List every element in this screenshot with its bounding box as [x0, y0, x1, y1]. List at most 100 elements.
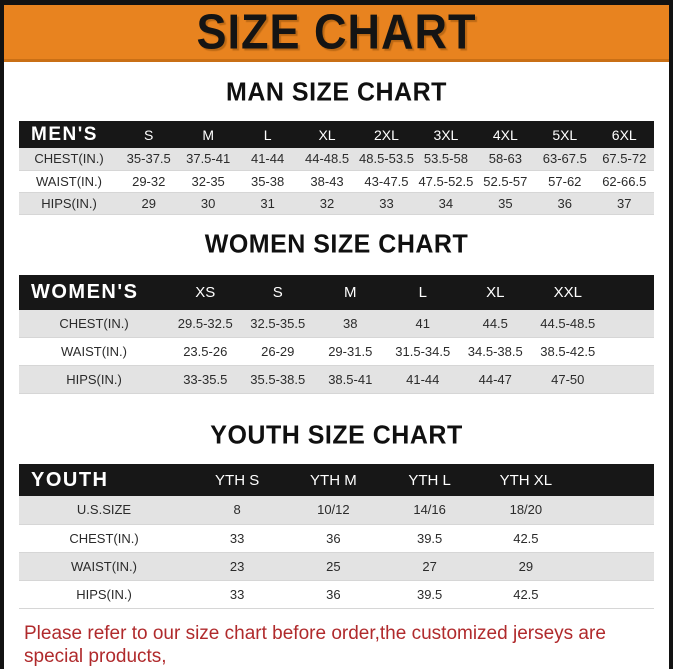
column-header: M	[314, 274, 387, 310]
table-header-row: MEN'S S M L XL 2XL 3XL 4XL 5XL 6XL	[19, 121, 654, 148]
value-cell: 33-35.5	[169, 365, 242, 394]
value-cell: 34.5-38.5	[459, 337, 532, 366]
column-header: XL	[459, 274, 532, 310]
table-row: WAIST(IN.) 23.5-26 26-29 29-31.5 31.5-34.5 34…	[19, 337, 654, 366]
value-cell: 32.5-35.5	[241, 309, 314, 338]
value-cell: 31.5-34.5	[386, 337, 459, 366]
value-cell: 31	[237, 192, 298, 215]
column-header: YTH S	[189, 464, 286, 496]
section-title-women: WOMEN SIZE CHART	[204, 228, 469, 259]
value-cell: 27	[381, 552, 478, 581]
table-row: HIPS(IN.) 33-35.5 35.5-38.5 38.5-41 41-44 44-…	[19, 365, 654, 394]
table-header-row: WOMEN'S XS S M L XL XXL	[19, 274, 654, 310]
row-label: U.S.SIZE	[19, 496, 189, 525]
column-header	[574, 464, 654, 496]
value-cell: 53.5-58	[416, 148, 476, 171]
value-cell: 36	[285, 580, 382, 609]
value-cell: 32	[297, 192, 357, 215]
value-cell	[604, 365, 654, 394]
value-cell: 33	[356, 192, 417, 215]
table-row: HIPS(IN.) 33 36 39.5 42.5	[19, 580, 654, 609]
section-title-youth: YOUTH SIZE CHART	[210, 420, 463, 450]
table-header-row: YOUTH YTH S YTH M YTH L YTH XL	[19, 464, 654, 496]
table-row: HIPS(IN.) 29 30 31 32 33 34 35 36 37	[19, 192, 654, 215]
value-cell: 44-48.5	[297, 148, 357, 171]
value-cell: 37.5-41	[178, 148, 238, 171]
value-cell: 37	[594, 192, 654, 215]
value-cell: 43-47.5	[356, 170, 417, 193]
table-row: CHEST(IN.) 35-37.5 37.5-41 41-44 44-48.5 48.5…	[19, 148, 654, 171]
value-cell: 33	[189, 580, 286, 609]
value-cell: 36	[535, 192, 595, 215]
value-cell: 58-63	[475, 148, 536, 171]
table-row: WAIST(IN.) 23 25 27 29	[19, 552, 654, 581]
value-cell: 47.5-52.5	[416, 170, 476, 193]
column-header: YTH L	[381, 464, 478, 496]
value-cell: 34	[416, 192, 476, 215]
value-cell: 57-62	[535, 170, 595, 193]
value-cell: 14/16	[381, 496, 478, 525]
footer-line-1: Please refer to our size chart before or…	[24, 622, 606, 667]
section-man: MAN SIZE CHART MEN'S S M L XL 2XL 3XL 4XL 5XL 6XL…	[4, 77, 669, 215]
men-size-table: MEN'S S M L XL 2XL 3XL 4XL 5XL 6XL CHEST(IN.) 35-37…	[19, 121, 654, 215]
banner: SIZE CHART	[4, 5, 669, 62]
value-cell: 39.5	[381, 580, 478, 609]
row-label: HIPS(IN.)	[19, 192, 119, 215]
value-cell: 41-44	[237, 148, 298, 171]
value-cell: 30	[178, 192, 238, 215]
value-cell: 35.5-38.5	[241, 365, 314, 394]
column-header: YTH M	[285, 464, 382, 496]
value-cell: 44.5	[459, 309, 532, 338]
column-header: S	[241, 274, 314, 310]
value-cell: 10/12	[285, 496, 382, 525]
value-cell: 38.5-41	[314, 365, 387, 394]
value-cell: 33	[189, 524, 286, 553]
column-header: XXL	[531, 274, 604, 310]
value-cell	[574, 580, 654, 609]
value-cell: 41	[386, 309, 459, 338]
value-cell: 41-44	[386, 365, 459, 394]
column-header: 2XL	[356, 121, 417, 148]
section-women: WOMEN SIZE CHART WOMEN'S XS S M L XL XXL CHEST(…	[4, 228, 669, 394]
value-cell	[604, 337, 654, 366]
table-row: CHEST(IN.) 33 36 39.5 42.5	[19, 524, 654, 553]
column-header: YTH XL	[477, 464, 574, 496]
value-cell: 42.5	[477, 524, 574, 553]
value-cell: 44.5-48.5	[531, 309, 604, 338]
row-label: HIPS(IN.)	[19, 365, 169, 394]
row-label: CHEST(IN.)	[19, 148, 119, 171]
value-cell	[574, 552, 654, 581]
value-cell	[604, 309, 654, 338]
value-cell: 48.5-53.5	[356, 148, 417, 171]
column-header: 5XL	[535, 121, 595, 148]
youth-size-table: YOUTH YTH S YTH M YTH L YTH XL U.S.SIZE 8 10/12…	[19, 464, 654, 609]
value-cell: 42.5	[477, 580, 574, 609]
table-row: U.S.SIZE 8 10/12 14/16 18/20	[19, 496, 654, 525]
column-header: 4XL	[475, 121, 536, 148]
footer-note: Please refer to our size chart before or…	[4, 622, 669, 669]
value-cell: 29-32	[119, 170, 179, 193]
value-cell: 36	[285, 524, 382, 553]
value-cell: 47-50	[531, 365, 604, 394]
value-cell	[574, 496, 654, 525]
page-title: SIZE CHART	[196, 3, 477, 60]
column-header: S	[119, 121, 179, 148]
value-cell: 35	[475, 192, 536, 215]
value-cell: 44-47	[459, 365, 532, 394]
value-cell: 35-38	[237, 170, 298, 193]
row-label: CHEST(IN.)	[19, 524, 189, 553]
value-cell	[574, 524, 654, 553]
column-header: L	[386, 274, 459, 310]
value-cell: 29-31.5	[314, 337, 387, 366]
column-header: 6XL	[594, 121, 654, 148]
value-cell: 23	[189, 552, 286, 581]
table-title-cell: MEN'S	[19, 121, 119, 148]
value-cell: 38	[314, 309, 387, 338]
row-label: WAIST(IN.)	[19, 170, 119, 193]
table-title-cell: YOUTH	[19, 464, 189, 496]
column-header	[604, 274, 654, 310]
section-youth: YOUTH SIZE CHART YOUTH YTH S YTH M YTH L YTH…	[4, 420, 669, 609]
value-cell: 52.5-57	[475, 170, 536, 193]
table-title-cell: WOMEN'S	[19, 274, 169, 310]
